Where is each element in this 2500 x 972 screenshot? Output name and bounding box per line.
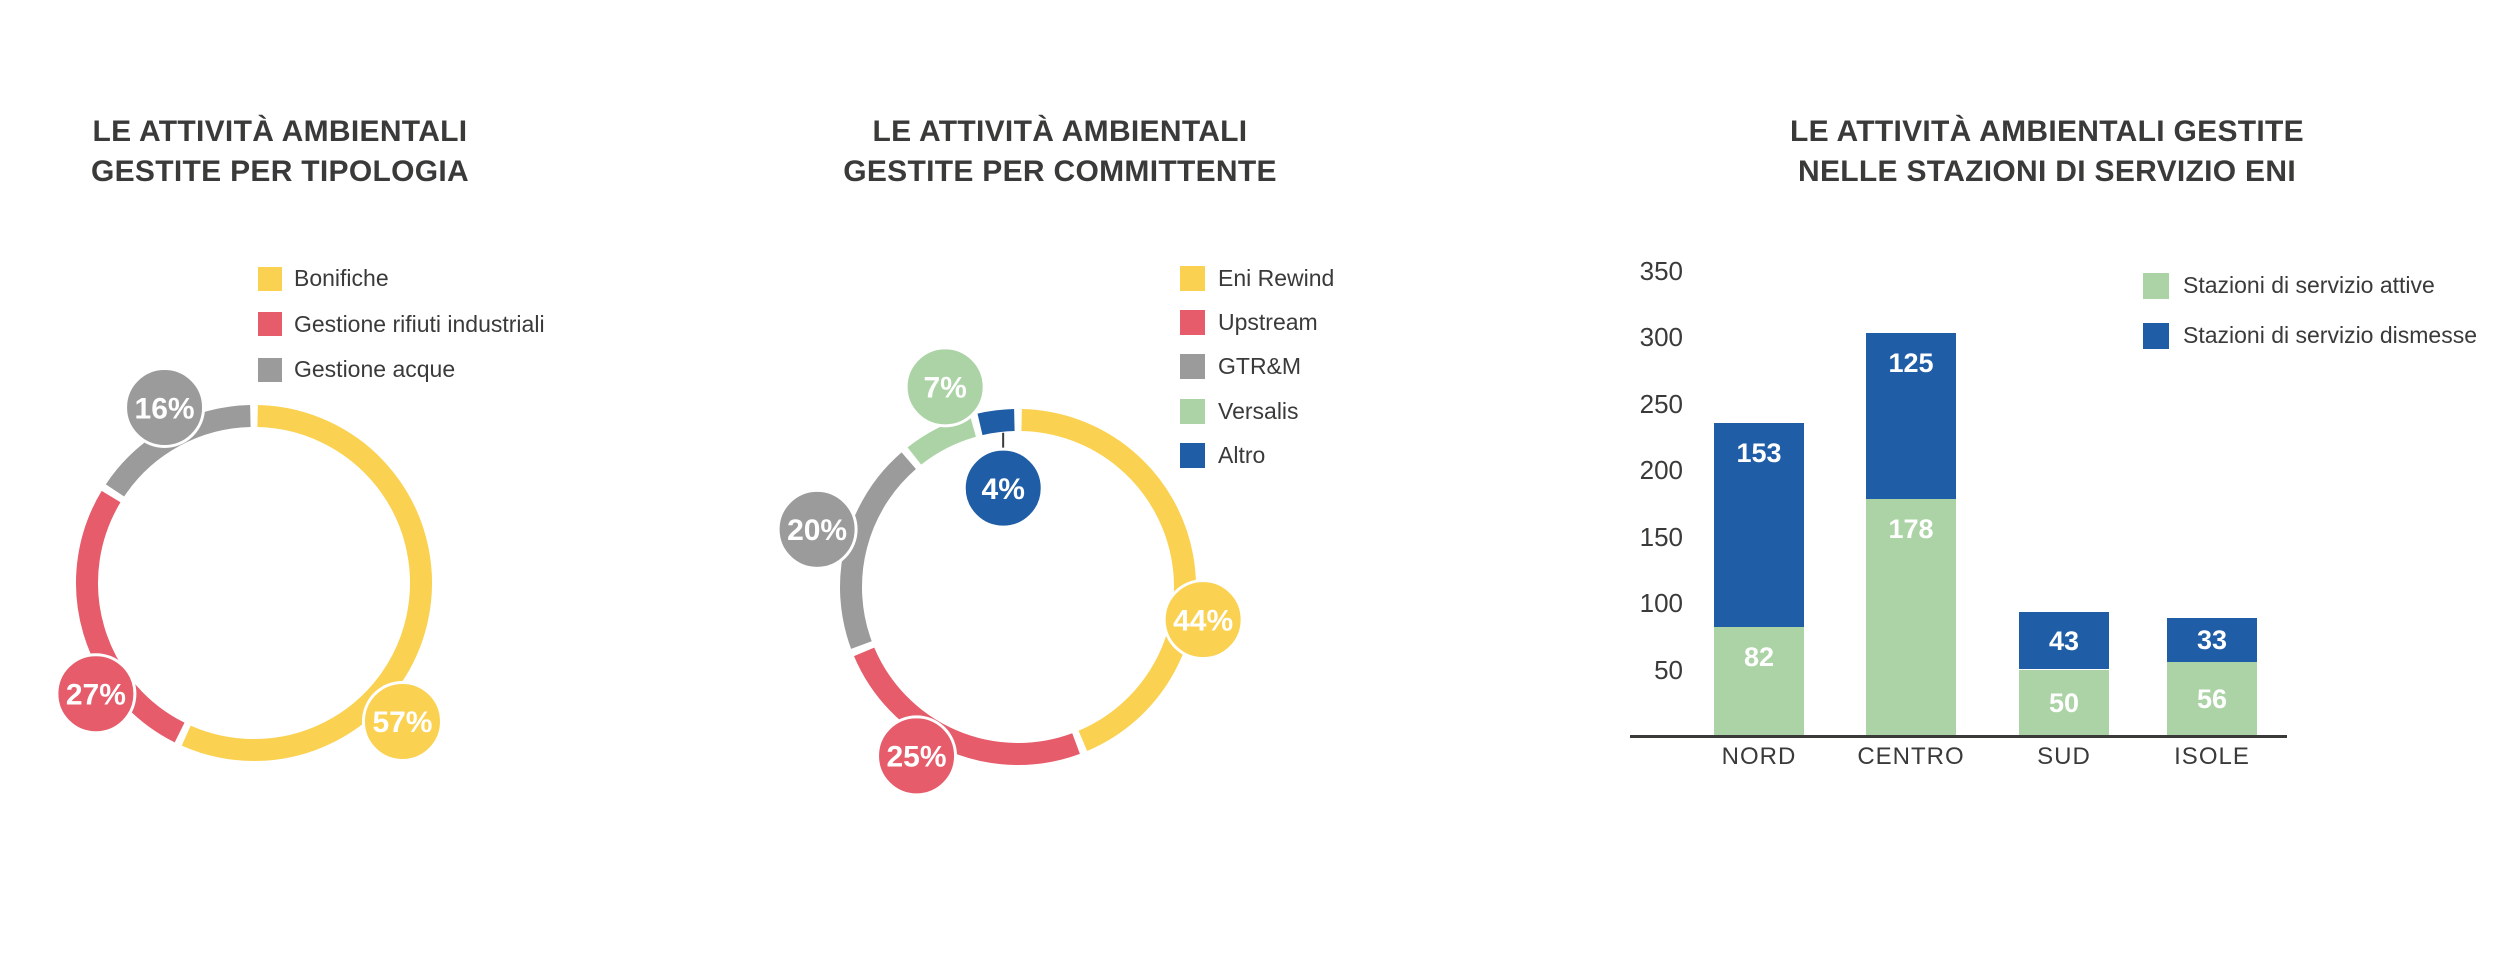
bar-sud-stazioni-di-servizio-dismesse xyxy=(2019,612,2109,670)
bar-value-sud-dismesse: 43 xyxy=(2048,625,2080,656)
legend-label-gestione-rifiuti-industriali: Gestione rifiuti industriali xyxy=(294,310,545,337)
gestione-acque-value-label: 16% xyxy=(135,392,195,425)
legend-item-eni-rewind: Eni Rewind xyxy=(1180,265,1334,292)
legend-label-stazioni-di-servizio-attive: Stazioni di servizio attive xyxy=(2183,272,2435,298)
altro-color-swatch xyxy=(1180,442,1205,468)
bar-value-nord-attive: 82 xyxy=(1743,641,1775,672)
bonifiche-color-swatch xyxy=(258,266,282,291)
y-axis-tick-250: 250 xyxy=(1639,388,1683,419)
y-axis-tick-100: 100 xyxy=(1639,588,1683,618)
gestione-acque-value-bubble xyxy=(124,366,206,448)
eni-rewind-value-label: 44% xyxy=(1173,604,1233,637)
legend-label-altro: Altro xyxy=(1218,441,1266,468)
upstream-color-swatch xyxy=(1180,310,1205,336)
legend-label-eni-rewind: Eni Rewind xyxy=(1218,265,1335,291)
stazioni-di-servizio-dismesse-color-swatch xyxy=(2143,322,2169,349)
x-axis-label-isole: ISOLE xyxy=(2174,743,2250,770)
bonifiche-value-label: 57% xyxy=(372,706,432,739)
eni-rewind-color-swatch xyxy=(1180,266,1205,291)
legend-item-versalis: Versalis xyxy=(1180,398,1299,425)
y-axis-tick-350: 350 xyxy=(1639,255,1683,286)
versalis-value-bubble xyxy=(904,346,986,428)
chart-title-tipologia-line2: GESTITE PER TIPOLOGIA xyxy=(90,155,470,188)
gestione-acque-color-swatch xyxy=(258,357,282,382)
gestione-rifiuti-industriali-value-label: 27% xyxy=(66,679,126,712)
bar-isole-stazioni-di-servizio-dismesse xyxy=(2167,617,2257,662)
bar-nord-stazioni-di-servizio-attive xyxy=(1714,626,1804,736)
x-axis-label-sud: SUD xyxy=(2037,743,2091,770)
chart-title-tipologia-line1: LE ATTIVITÀ AMBIENTALI xyxy=(92,115,468,148)
bar-centro-stazioni-di-servizio-dismesse xyxy=(1866,333,1956,500)
gtr-m-color-swatch xyxy=(1180,354,1205,380)
donut-segment-gtr-m xyxy=(840,452,917,649)
chart-title-tipologia: LE ATTIVITÀ AMBIENTALI GESTITE PER TIPOL… xyxy=(91,112,469,192)
bar-centro-stazioni-di-servizio-attive xyxy=(1866,499,1956,736)
donut-segment-versalis xyxy=(907,415,977,465)
x-axis-label-nord: NORD xyxy=(1721,743,1797,770)
altro-value-bubble xyxy=(962,447,1044,529)
chart-title-stazioni-line2: NELLE STAZIONI DI SERVIZIO ENI xyxy=(1798,155,2296,188)
y-axis-tick-50: 50 xyxy=(1654,654,1683,685)
altro-value-label: 4% xyxy=(982,473,1025,506)
chart-title-committente-line2: GESTITE PER COMMITTENTE xyxy=(843,155,1277,188)
legend-label-gtr-m: GTR&M xyxy=(1218,353,1302,380)
legend-label-gestione-acque: Gestione acque xyxy=(294,356,456,382)
chart-title-stazioni: LE ATTIVITÀ AMBIENTALI GESTITE NELLE STA… xyxy=(1790,112,2304,192)
legend-label-upstream: Upstream xyxy=(1218,309,1318,336)
versalis-value-label: 7% xyxy=(923,372,966,405)
bar-value-centro-dismesse: 125 xyxy=(1888,348,1934,378)
bar-value-sud-attive: 50 xyxy=(2048,687,2080,718)
gtr-m-value-bubble xyxy=(776,488,858,570)
upstream-value-label: 25% xyxy=(887,741,947,774)
bar-nord-stazioni-di-servizio-dismesse xyxy=(1714,423,1804,627)
legend-label-stazioni-di-servizio-dismesse: Stazioni di servizio dismesse xyxy=(2183,322,2478,348)
donut-segment-gestione-rifiuti-industriali xyxy=(76,490,185,743)
legend-item-gtr-m: GTR&M xyxy=(1180,353,1301,380)
eni-rewind-value-bubble xyxy=(1162,579,1244,661)
gtr-m-value-label: 20% xyxy=(787,514,847,547)
bar-isole-stazioni-di-servizio-attive xyxy=(2167,661,2257,736)
legend-item-bonifiche: Bonifiche xyxy=(258,265,389,292)
donut-chart-committente: 44% 25% 20% 7% 4% xyxy=(776,346,1244,797)
y-axis-tick-200: 200 xyxy=(1639,455,1683,485)
y-axis-tick-300: 300 xyxy=(1639,322,1683,352)
gestione-rifiuti-industriali-color-swatch xyxy=(258,312,282,336)
stazioni-di-servizio-attive-color-swatch xyxy=(2143,272,2169,299)
bar-value-centro-attive: 178 xyxy=(1888,514,1934,545)
versalis-color-swatch xyxy=(1180,398,1205,424)
legend-item-gestione-acque: Gestione acque xyxy=(258,356,455,383)
y-axis-tick-150: 150 xyxy=(1639,521,1683,552)
legend-item-upstream: Upstream xyxy=(1180,309,1318,336)
legend-item-gestione-rifiuti-industriali: Gestione rifiuti industriali xyxy=(258,311,545,338)
legend-label-bonifiche: Bonifiche xyxy=(294,265,389,291)
legend-item-stazioni-di-servizio-attive: Stazioni di servizio attive xyxy=(2143,272,2435,299)
chart-title-stazioni-line1: LE ATTIVITÀ AMBIENTALI GESTITE xyxy=(1790,115,2304,148)
upstream-value-bubble xyxy=(876,715,958,797)
legend-item-altro: Altro xyxy=(1180,442,1265,469)
chart-title-committente-line1: LE ATTIVITÀ AMBIENTALI xyxy=(872,115,1248,148)
x-axis-line xyxy=(1630,735,2287,738)
gestione-rifiuti-industriali-value-bubble xyxy=(55,653,137,735)
donut-chart-tipologia: 57% 27% 16% xyxy=(55,366,443,762)
bonifiche-value-bubble xyxy=(361,680,443,762)
bar-value-isole-dismesse: 33 xyxy=(2196,624,2228,655)
donut-segment-eni-rewind xyxy=(1021,409,1196,752)
x-axis-label-centro: CENTRO xyxy=(1857,743,1965,770)
bar-value-nord-dismesse: 153 xyxy=(1736,438,1782,469)
legend-label-versalis: Versalis xyxy=(1218,397,1299,424)
legend-item-stazioni-di-servizio-dismesse: Stazioni di servizio dismesse xyxy=(2143,322,2477,349)
bar-sud-stazioni-di-servizio-attive xyxy=(2019,669,2109,736)
chart-title-committente: LE ATTIVITÀ AMBIENTALI GESTITE PER COMMI… xyxy=(843,112,1277,192)
bar-value-isole-attive: 56 xyxy=(2196,683,2228,714)
donut-segment-altro xyxy=(977,409,1015,436)
donut-segment-bonifiche xyxy=(181,405,432,761)
